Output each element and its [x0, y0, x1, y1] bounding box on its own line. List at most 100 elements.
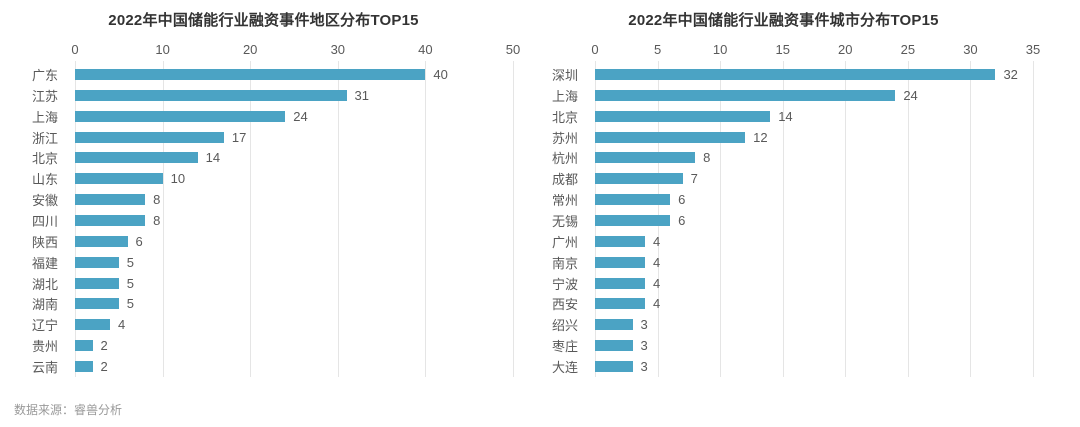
bar: [595, 319, 633, 331]
bar-row: 4: [595, 273, 1033, 294]
bar: [75, 89, 347, 101]
category-label: 北京: [551, 109, 578, 125]
chart-body: 广东 江苏 上海 浙江 北京 山东 安徽 四川 陕西 福建 湖北 湖南 辽宁 贵州 云南 40 31 24 17 1…: [14, 61, 514, 377]
value-label: 3: [640, 338, 648, 354]
bar-row: 4: [75, 314, 513, 335]
gridline: [845, 61, 847, 377]
value-label: 3: [640, 317, 648, 333]
bar: [595, 131, 746, 143]
category-label: 江苏: [31, 88, 58, 104]
bar-row: 6: [595, 189, 1033, 210]
x-tick-label: 35: [1025, 42, 1041, 57]
category-label: 福建: [31, 255, 58, 271]
bar-rows: 32 24 14 12 8 7 6 6 4 4 4 4 3 3 3: [595, 64, 1033, 377]
bar: [75, 319, 111, 331]
bar: [75, 340, 93, 352]
bar-row: 10: [75, 168, 513, 189]
value-label: 14: [778, 108, 793, 124]
category-label: 浙江: [31, 130, 58, 146]
bar: [595, 194, 671, 206]
category-label: 湖南: [31, 297, 58, 313]
chart-title: 2022年中国储能行业融资事件地区分布TOP15: [108, 12, 419, 29]
value-label: 5: [126, 296, 135, 312]
bar: [595, 173, 683, 185]
bar: [75, 110, 286, 122]
x-tick-label: 0: [591, 42, 599, 57]
bar: [75, 214, 146, 226]
value-label: 24: [293, 108, 308, 124]
chart-body: 深圳 上海 北京 苏州 杭州 成都 常州 无锡 广州 南京 宁波 西安 绍兴 枣庄 大连 32 24 14 12 8…: [534, 61, 1034, 377]
bar: [75, 173, 163, 185]
value-label: 14: [205, 150, 221, 166]
x-tick-label: 40: [418, 42, 433, 57]
bar: [595, 235, 646, 247]
value-label: 12: [753, 129, 768, 145]
x-tick-label: 10: [712, 42, 728, 57]
category-label: 上海: [551, 88, 578, 104]
bar-row: 4: [595, 231, 1033, 252]
gridline: [250, 61, 252, 377]
bar-row: 4: [595, 252, 1033, 273]
bar-row: 40: [75, 64, 513, 85]
value-label: 6: [678, 192, 686, 208]
gridline: [782, 61, 784, 377]
value-label: 4: [653, 254, 661, 270]
value-label: 32: [1003, 66, 1018, 82]
gridline: [337, 61, 339, 377]
bar-row: 17: [75, 127, 513, 148]
bar-row: 6: [75, 231, 513, 252]
bar: [595, 152, 696, 164]
value-label: 4: [653, 233, 661, 249]
bar-row: 5: [75, 252, 513, 273]
y-axis-category-labels: 深圳 上海 北京 苏州 杭州 成都 常州 无锡 广州 南京 宁波 西安 绍兴 枣庄 大连: [534, 64, 578, 377]
bar: [75, 152, 198, 164]
x-tick-label: 20: [242, 42, 258, 57]
bar: [595, 89, 896, 101]
bar: [75, 256, 119, 268]
category-label: 上海: [31, 109, 58, 125]
value-label: 4: [118, 317, 126, 333]
x-axis: 0 10 20 30 40 50: [71, 42, 520, 64]
bar-row: 6: [595, 210, 1033, 231]
bar: [75, 277, 119, 289]
x-tick-label: 30: [963, 42, 978, 57]
x-tick-label: 25: [900, 42, 916, 57]
value-label: 6: [678, 212, 686, 228]
x-axis: 0 5 10 15 20 25 30 35: [591, 42, 1040, 64]
chart-title: 2022年中国储能行业融资事件城市分布TOP15: [628, 12, 939, 29]
category-label: 辽宁: [31, 318, 58, 334]
bar: [75, 360, 93, 372]
value-label: 6: [135, 233, 143, 249]
category-label: 山东: [31, 172, 58, 188]
value-label: 24: [903, 87, 918, 103]
data-source: 数据来源：睿兽分析: [14, 403, 123, 417]
charts-container: 2022年中国储能行业融资事件地区分布TOP15 0 10 20 30 40 50 广东江…: [14, 10, 1080, 377]
category-label: 宁波: [551, 276, 578, 292]
value-label: 8: [703, 150, 711, 166]
value-label: 5: [126, 254, 135, 270]
bar: [595, 256, 646, 268]
value-label: 17: [231, 129, 247, 145]
x-tick-label: 20: [838, 42, 853, 57]
value-label: 2: [100, 338, 108, 354]
bar: [595, 298, 646, 310]
value-label: 3: [640, 358, 648, 374]
bar-row: 32: [595, 64, 1033, 85]
bar-row: 3: [595, 314, 1033, 335]
x-tick-label: 30: [330, 42, 346, 57]
bar-row: 12: [595, 127, 1033, 148]
value-label: 2: [100, 358, 108, 374]
bar-row: 14: [595, 106, 1033, 127]
x-tick-label: 5: [653, 42, 662, 57]
category-label: 西安: [551, 297, 578, 313]
bar: [75, 298, 119, 310]
value-label: 8: [153, 212, 161, 228]
gridline: [970, 61, 972, 377]
bar: [595, 277, 646, 289]
plot-area: 40 31 24 17 14 10 8 8 6 5 5 5 4 2 2: [75, 61, 514, 377]
category-label: 广州: [551, 234, 578, 250]
bar-rows: 40 31 24 17 14 10 8 8 6 5 5 5 4 2 2: [75, 64, 513, 377]
category-label: 南京: [551, 255, 578, 271]
bar-row: 14: [75, 147, 513, 168]
